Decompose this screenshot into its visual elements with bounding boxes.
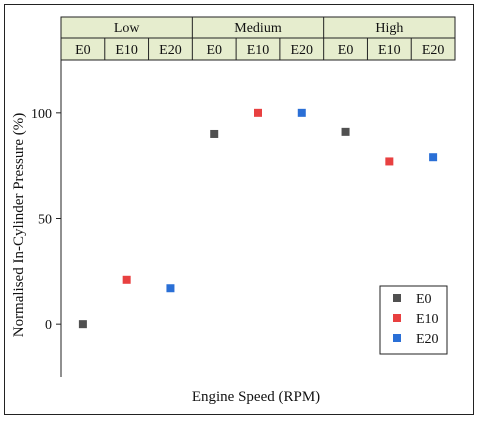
y-tick-label: 0 bbox=[45, 318, 52, 333]
data-points bbox=[78, 108, 438, 329]
category-label: E0 bbox=[206, 43, 222, 58]
category-label: E10 bbox=[378, 43, 401, 58]
category-label: E0 bbox=[75, 43, 91, 58]
data-point-e0 bbox=[78, 320, 87, 329]
legend-label-e0: E0 bbox=[416, 292, 432, 307]
legend-marker-e20 bbox=[393, 334, 401, 342]
legend-label-e20: E20 bbox=[416, 332, 439, 347]
category-label: E10 bbox=[247, 43, 270, 58]
data-point-e20 bbox=[166, 284, 175, 293]
data-point-e0 bbox=[341, 127, 350, 136]
legend-box bbox=[379, 285, 448, 355]
category-label: E20 bbox=[159, 43, 182, 58]
group-label-low: Low bbox=[114, 21, 141, 36]
data-point-e20 bbox=[429, 153, 438, 162]
legend-marker-e0 bbox=[393, 294, 401, 302]
axes: 0 50 100 bbox=[31, 60, 62, 377]
group-label-high: High bbox=[375, 21, 403, 36]
legend-marker-e10 bbox=[393, 314, 401, 322]
y-tick-label: 100 bbox=[31, 107, 52, 122]
legend: E0 E10 E20 bbox=[379, 285, 448, 355]
category-label: E20 bbox=[290, 43, 313, 58]
y-tick-label: 50 bbox=[38, 213, 52, 228]
category-label: E20 bbox=[422, 43, 445, 58]
group-label-medium: Medium bbox=[234, 21, 282, 36]
data-point-e10 bbox=[122, 275, 131, 284]
data-point-e0 bbox=[210, 129, 219, 138]
category-header: Low Medium High E0 E10 E20 E0 E10 E20 E0 E10 E20 bbox=[60, 16, 456, 61]
data-point-e10 bbox=[254, 108, 262, 117]
category-label: E10 bbox=[115, 43, 138, 58]
legend-label-e10: E10 bbox=[416, 312, 439, 327]
data-point-e20 bbox=[297, 108, 306, 117]
category-label: E0 bbox=[338, 43, 354, 58]
data-point-e10 bbox=[385, 157, 394, 166]
y-axis-label: Normalised In-Cylinder Pressure (%) bbox=[11, 113, 27, 338]
x-axis-label: Engine Speed (RPM) bbox=[192, 389, 320, 405]
